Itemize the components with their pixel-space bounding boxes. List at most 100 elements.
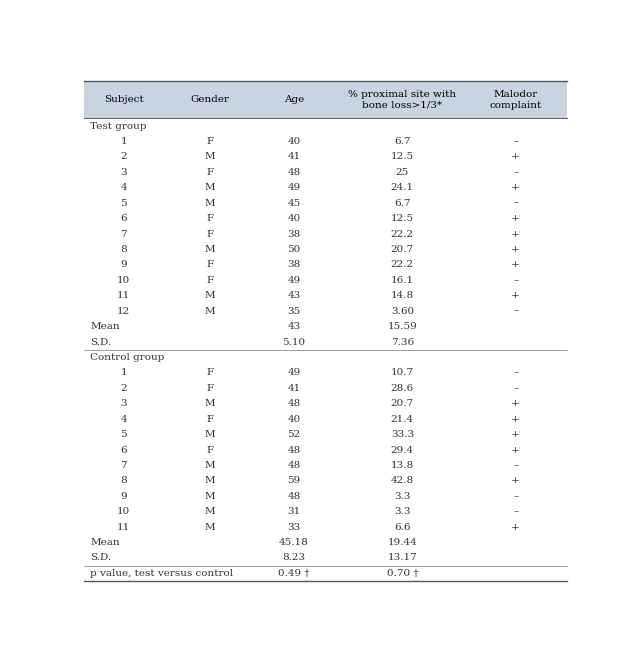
Text: –: – bbox=[513, 137, 518, 146]
Text: 1: 1 bbox=[121, 368, 127, 378]
Text: 10.7: 10.7 bbox=[391, 368, 414, 378]
Text: F: F bbox=[207, 368, 214, 378]
Text: 3: 3 bbox=[121, 399, 127, 408]
Text: 43: 43 bbox=[287, 291, 301, 301]
Text: 45.18: 45.18 bbox=[279, 538, 309, 547]
Text: 3: 3 bbox=[121, 168, 127, 177]
Text: 59: 59 bbox=[287, 476, 301, 485]
Bar bbox=[85, 82, 567, 119]
Text: –: – bbox=[513, 306, 518, 316]
Text: 6: 6 bbox=[121, 445, 127, 455]
Text: p value, test versus control: p value, test versus control bbox=[90, 569, 233, 578]
Text: 31: 31 bbox=[287, 507, 301, 516]
Text: F: F bbox=[207, 137, 214, 146]
Text: 0.49 †: 0.49 † bbox=[278, 569, 310, 578]
Text: –: – bbox=[513, 199, 518, 208]
Text: 10: 10 bbox=[117, 507, 130, 516]
Text: Subject: Subject bbox=[104, 96, 144, 104]
Text: S.D.: S.D. bbox=[90, 337, 111, 347]
Text: 12.5: 12.5 bbox=[391, 214, 414, 223]
Text: 40: 40 bbox=[287, 137, 301, 146]
Text: M: M bbox=[205, 152, 216, 161]
Text: +: + bbox=[511, 214, 520, 223]
Text: M: M bbox=[205, 245, 216, 254]
Text: F: F bbox=[207, 260, 214, 270]
Text: 15.59: 15.59 bbox=[387, 322, 417, 331]
Text: 0.70 †: 0.70 † bbox=[387, 569, 418, 578]
Text: 6.6: 6.6 bbox=[394, 523, 411, 532]
Text: 22.2: 22.2 bbox=[391, 229, 414, 239]
Text: –: – bbox=[513, 384, 518, 393]
Text: 20.7: 20.7 bbox=[391, 245, 414, 254]
Text: 6: 6 bbox=[121, 214, 127, 223]
Text: 1: 1 bbox=[121, 137, 127, 146]
Text: 48: 48 bbox=[287, 168, 301, 177]
Text: 2: 2 bbox=[121, 384, 127, 393]
Text: +: + bbox=[511, 430, 520, 439]
Text: +: + bbox=[511, 445, 520, 455]
Text: 22.2: 22.2 bbox=[391, 260, 414, 270]
Text: 2: 2 bbox=[121, 152, 127, 161]
Text: 5: 5 bbox=[121, 430, 127, 439]
Text: +: + bbox=[511, 291, 520, 301]
Text: 5: 5 bbox=[121, 199, 127, 208]
Text: F: F bbox=[207, 415, 214, 424]
Text: M: M bbox=[205, 430, 216, 439]
Text: 43: 43 bbox=[287, 322, 301, 331]
Text: 42.8: 42.8 bbox=[391, 476, 414, 485]
Text: 25: 25 bbox=[396, 168, 409, 177]
Text: 8.23: 8.23 bbox=[282, 554, 305, 563]
Text: 38: 38 bbox=[287, 229, 301, 239]
Text: 48: 48 bbox=[287, 399, 301, 408]
Text: Control group: Control group bbox=[90, 353, 165, 362]
Text: Gender: Gender bbox=[191, 96, 230, 104]
Text: 3.3: 3.3 bbox=[394, 492, 411, 501]
Text: Malodor
complaint: Malodor complaint bbox=[490, 90, 542, 110]
Text: 4: 4 bbox=[121, 183, 127, 192]
Text: 9: 9 bbox=[121, 260, 127, 270]
Text: F: F bbox=[207, 168, 214, 177]
Text: 33: 33 bbox=[287, 523, 301, 532]
Text: 16.1: 16.1 bbox=[391, 276, 414, 285]
Text: 33.3: 33.3 bbox=[391, 430, 414, 439]
Text: M: M bbox=[205, 199, 216, 208]
Text: +: + bbox=[511, 399, 520, 408]
Text: +: + bbox=[511, 229, 520, 239]
Text: –: – bbox=[513, 492, 518, 501]
Text: M: M bbox=[205, 492, 216, 501]
Text: Mean: Mean bbox=[90, 322, 120, 331]
Text: –: – bbox=[513, 168, 518, 177]
Text: 28.6: 28.6 bbox=[391, 384, 414, 393]
Text: 48: 48 bbox=[287, 461, 301, 470]
Text: 48: 48 bbox=[287, 445, 301, 455]
Text: 29.4: 29.4 bbox=[391, 445, 414, 455]
Text: 8: 8 bbox=[121, 476, 127, 485]
Text: M: M bbox=[205, 523, 216, 532]
Text: M: M bbox=[205, 461, 216, 470]
Text: +: + bbox=[511, 476, 520, 485]
Text: M: M bbox=[205, 507, 216, 516]
Text: 4: 4 bbox=[121, 415, 127, 424]
Text: % proximal site with
bone loss>1/3*: % proximal site with bone loss>1/3* bbox=[349, 90, 457, 110]
Text: F: F bbox=[207, 276, 214, 285]
Text: 49: 49 bbox=[287, 183, 301, 192]
Text: 45: 45 bbox=[287, 199, 301, 208]
Text: Age: Age bbox=[284, 96, 304, 104]
Text: 10: 10 bbox=[117, 276, 130, 285]
Text: F: F bbox=[207, 229, 214, 239]
Text: 35: 35 bbox=[287, 306, 301, 316]
Text: 40: 40 bbox=[287, 214, 301, 223]
Text: +: + bbox=[511, 183, 520, 192]
Text: S.D.: S.D. bbox=[90, 554, 111, 563]
Text: 3.60: 3.60 bbox=[391, 306, 414, 316]
Text: 41: 41 bbox=[287, 152, 301, 161]
Text: F: F bbox=[207, 445, 214, 455]
Text: –: – bbox=[513, 461, 518, 470]
Text: 40: 40 bbox=[287, 415, 301, 424]
Text: 12.5: 12.5 bbox=[391, 152, 414, 161]
Text: Test group: Test group bbox=[90, 121, 147, 130]
Text: M: M bbox=[205, 306, 216, 316]
Text: 7: 7 bbox=[121, 461, 127, 470]
Text: F: F bbox=[207, 214, 214, 223]
Text: M: M bbox=[205, 183, 216, 192]
